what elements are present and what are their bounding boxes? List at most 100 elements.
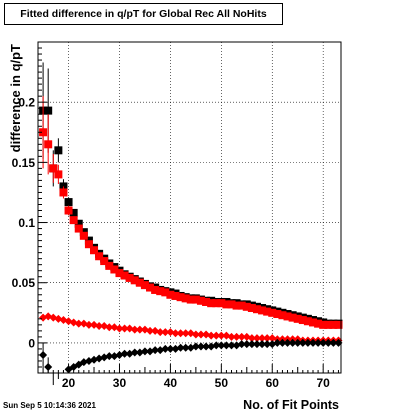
data-point <box>161 344 170 353</box>
data-point <box>115 324 124 333</box>
data-point <box>181 329 190 338</box>
data-point <box>79 231 88 240</box>
data-point <box>105 352 114 361</box>
data-point <box>120 324 129 333</box>
data-point <box>39 350 48 359</box>
data-point <box>69 216 78 225</box>
data-point <box>314 319 323 328</box>
data-point <box>196 296 205 305</box>
data-point <box>84 240 93 249</box>
data-point <box>156 328 165 337</box>
data-points <box>39 62 343 386</box>
data-point <box>212 299 221 308</box>
data-point <box>298 338 307 347</box>
data-point <box>130 325 139 334</box>
data-point <box>166 290 175 299</box>
data-point <box>212 341 221 350</box>
data-point <box>308 318 317 327</box>
data-point <box>176 293 185 302</box>
data-point <box>74 224 83 233</box>
data-point <box>44 362 53 371</box>
data-point <box>191 295 200 304</box>
data-point <box>247 334 256 343</box>
x-tick-label: 50 <box>215 376 229 390</box>
data-point <box>161 288 170 297</box>
data-point <box>319 320 328 329</box>
data-point <box>181 343 190 352</box>
data-point <box>222 341 231 350</box>
data-point <box>135 278 144 287</box>
data-point <box>334 338 343 347</box>
data-point <box>283 338 292 347</box>
data-point <box>263 340 272 349</box>
data-point <box>207 331 216 340</box>
data-point <box>202 297 211 306</box>
data-point <box>171 329 180 338</box>
data-point <box>247 340 256 349</box>
data-point <box>237 340 246 349</box>
data-point <box>146 283 155 292</box>
data-point <box>74 319 83 328</box>
data-point <box>191 342 200 351</box>
data-point <box>217 331 226 340</box>
data-point <box>232 301 241 310</box>
data-point <box>140 347 149 356</box>
data-point <box>110 265 119 274</box>
data-point <box>288 338 297 347</box>
data-point <box>202 342 211 351</box>
data-point <box>84 320 93 329</box>
data-point <box>54 170 63 179</box>
data-point <box>95 322 104 331</box>
data-point <box>329 320 338 329</box>
data-point <box>288 313 297 322</box>
data-point <box>135 325 144 334</box>
data-point <box>227 332 236 341</box>
x-tick-label: 30 <box>113 376 127 390</box>
axes: 20 30 40 50 60 70 0 0.05 0.1 0.15 0.2 <box>12 41 339 390</box>
data-point <box>268 308 277 317</box>
data-point <box>227 300 236 309</box>
data-point <box>273 310 282 319</box>
x-tick-label: 20 <box>62 376 76 390</box>
data-point <box>273 338 282 347</box>
data-point <box>74 219 83 228</box>
data-point <box>191 330 200 339</box>
data-point <box>278 311 287 320</box>
data-point <box>217 299 226 308</box>
x-tick-label: 40 <box>164 376 178 390</box>
data-point <box>181 294 190 303</box>
data-point <box>227 341 236 350</box>
data-point <box>252 305 261 314</box>
data-point <box>120 349 129 358</box>
y-tick-label: 0.1 <box>18 216 35 230</box>
timestamp: Sun Sep 5 10:14:36 2021 <box>3 401 96 410</box>
data-point <box>258 334 267 343</box>
data-point <box>232 332 241 341</box>
data-point <box>186 295 195 304</box>
data-point <box>237 301 246 310</box>
data-point <box>324 320 333 329</box>
data-point <box>125 273 134 282</box>
data-point <box>293 338 302 347</box>
data-point <box>130 348 139 357</box>
data-point <box>100 257 109 266</box>
data-point <box>44 140 53 149</box>
data-point <box>105 323 114 332</box>
series-mean-red <box>39 312 343 345</box>
plot-frame <box>37 41 342 374</box>
data-point <box>263 334 272 343</box>
data-point <box>115 269 124 278</box>
x-tick-label: 60 <box>266 376 280 390</box>
data-point <box>298 316 307 325</box>
data-point <box>39 128 48 137</box>
y-tick-label: 0.05 <box>12 276 36 290</box>
data-point <box>314 338 323 347</box>
y-axis-label: difference in q/pT <box>8 44 23 152</box>
data-point <box>49 164 58 173</box>
data-point <box>258 306 267 315</box>
data-point <box>207 299 216 308</box>
data-point <box>151 346 160 355</box>
data-point <box>222 300 231 309</box>
data-point <box>237 332 246 341</box>
